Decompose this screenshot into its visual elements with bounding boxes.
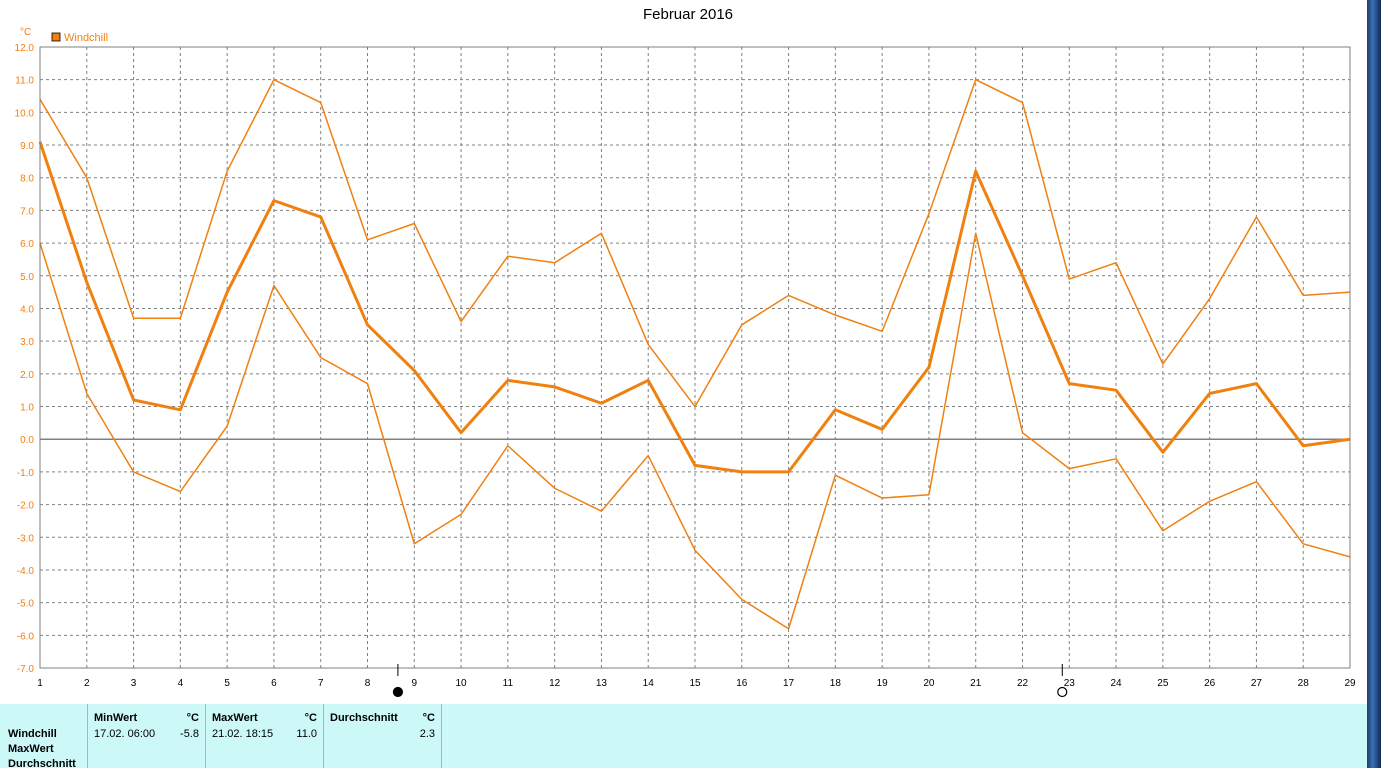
x-tick-label: 29 bbox=[1344, 678, 1356, 689]
max-header: MaxWert bbox=[212, 712, 258, 724]
row-label-maxwert: MaxWert bbox=[8, 743, 54, 755]
x-tick-label: 8 bbox=[365, 678, 371, 689]
x-tick-label: 19 bbox=[877, 678, 889, 689]
max-unit: °C bbox=[304, 712, 317, 724]
x-tick-label: 25 bbox=[1157, 678, 1169, 689]
row-label-column: Windchill MaxWert Durchschnitt bbox=[0, 704, 88, 770]
y-tick-label: -3.0 bbox=[17, 533, 35, 544]
y-tick-label: 0.0 bbox=[20, 435, 34, 446]
avg-header: Durchschnitt bbox=[330, 712, 398, 724]
y-tick-label: 10.0 bbox=[15, 108, 35, 119]
min-header: MinWert bbox=[94, 712, 138, 724]
summary-panel: Windchill MaxWert Durchschnitt MinWert °… bbox=[0, 704, 1367, 770]
x-tick-label: 14 bbox=[643, 678, 655, 689]
x-tick-label: 21 bbox=[970, 678, 982, 689]
x-tick-label: 4 bbox=[178, 678, 184, 689]
y-tick-label: 4.0 bbox=[20, 304, 34, 315]
y-tick-label: -4.0 bbox=[17, 566, 35, 577]
min-value: -5.8 bbox=[180, 728, 199, 740]
max-value: 11.0 bbox=[296, 728, 317, 740]
legend: Windchill bbox=[51, 32, 108, 44]
x-tick-label: 5 bbox=[224, 678, 230, 689]
x-tick-label: 7 bbox=[318, 678, 324, 689]
series-line-1 bbox=[38, 141, 1351, 474]
x-tick-label: 24 bbox=[1111, 678, 1123, 689]
plot-area bbox=[40, 47, 1350, 668]
y-tick-label: 3.0 bbox=[20, 337, 34, 348]
y-tick-label: 5.0 bbox=[20, 272, 34, 283]
y-tick-label: -6.0 bbox=[17, 631, 35, 642]
y-tick-label: 12.0 bbox=[15, 43, 35, 54]
y-tick-label: -7.0 bbox=[17, 664, 35, 675]
max-date: 21.02. 18:15 bbox=[212, 728, 274, 740]
avg-value: 2.3 bbox=[419, 728, 435, 740]
x-tick-label: 6 bbox=[271, 678, 277, 689]
y-tick-label: -2.0 bbox=[17, 501, 35, 512]
legend-label: Windchill bbox=[64, 32, 108, 44]
x-tick-label: 16 bbox=[736, 678, 748, 689]
y-tick-label: -5.0 bbox=[17, 599, 35, 610]
x-tick-label: 27 bbox=[1251, 678, 1263, 689]
x-tick-label: 12 bbox=[549, 678, 561, 689]
y-tick-label: -1.0 bbox=[17, 468, 35, 479]
avg-unit: °C bbox=[422, 712, 435, 724]
y-tick-label: 2.0 bbox=[20, 370, 34, 381]
windchill-chart: 12.0 11.0 10.0 9.0 8.0 7.0 6.0 5.0 4.0 3.0 2.0 1.0 0… bbox=[15, 27, 1356, 698]
x-tick-label: 13 bbox=[596, 678, 608, 689]
y-tick-label: 7.0 bbox=[20, 206, 34, 217]
x-tick-label: 1 bbox=[37, 678, 43, 689]
x-tick-label: 9 bbox=[412, 678, 418, 689]
min-date: 17.02. 06:00 bbox=[94, 728, 156, 740]
gridlines bbox=[40, 47, 1350, 668]
y-unit-label: °C bbox=[20, 27, 31, 38]
series-lines bbox=[38, 78, 1351, 630]
x-tick-label: 23 bbox=[1064, 678, 1076, 689]
new-moon-icon bbox=[392, 686, 404, 698]
row-label-durchschnitt: Durchschnitt bbox=[8, 758, 76, 770]
y-tick-label: 1.0 bbox=[20, 403, 34, 414]
x-tick-label: 3 bbox=[131, 678, 137, 689]
x-tick-label: 17 bbox=[783, 678, 795, 689]
x-tick-label: 20 bbox=[923, 678, 935, 689]
moon-markers bbox=[392, 664, 1068, 698]
x-tick-labels: 1 2 3 4 5 6 7 8 9 10 11 12 13 14 15 16 17 18 19 20 21 22 23 24 2… bbox=[37, 678, 1356, 689]
window-edge bbox=[1367, 0, 1381, 768]
y-tick-label: 9.0 bbox=[20, 141, 34, 152]
y-tick-label: 8.0 bbox=[20, 174, 34, 185]
x-tick-label: 11 bbox=[503, 678, 514, 689]
max-column: MaxWert °C 21.02. 18:15 11.0 bbox=[206, 704, 324, 768]
min-column: MinWert °C 17.02. 06:00 -5.8 bbox=[88, 704, 206, 768]
x-tick-label: 22 bbox=[1017, 678, 1029, 689]
y-tick-label: 11.0 bbox=[15, 76, 34, 87]
x-tick-label: 18 bbox=[830, 678, 842, 689]
plot-border bbox=[39, 46, 1351, 669]
full-moon-icon bbox=[1057, 686, 1068, 698]
row-label-windchill: Windchill bbox=[8, 728, 57, 740]
avg-column: Durchschnitt °C 2.3 bbox=[324, 704, 442, 768]
x-tick-label: 15 bbox=[689, 678, 701, 689]
y-tick-label: 6.0 bbox=[20, 239, 34, 250]
x-tick-label: 28 bbox=[1298, 678, 1310, 689]
x-tick-label: 26 bbox=[1204, 678, 1216, 689]
chart-title: Februar 2016 bbox=[642, 6, 734, 23]
min-unit: °C bbox=[186, 712, 199, 724]
x-tick-label: 2 bbox=[84, 678, 90, 689]
legend-swatch bbox=[51, 32, 61, 42]
series-line-2 bbox=[39, 232, 1351, 630]
x-tick-label: 10 bbox=[456, 678, 468, 689]
series-line-0 bbox=[39, 78, 1351, 408]
y-tick-labels: 12.0 11.0 10.0 9.0 8.0 7.0 6.0 5.0 4.0 3.0 2.0 1.0 0… bbox=[15, 43, 35, 675]
